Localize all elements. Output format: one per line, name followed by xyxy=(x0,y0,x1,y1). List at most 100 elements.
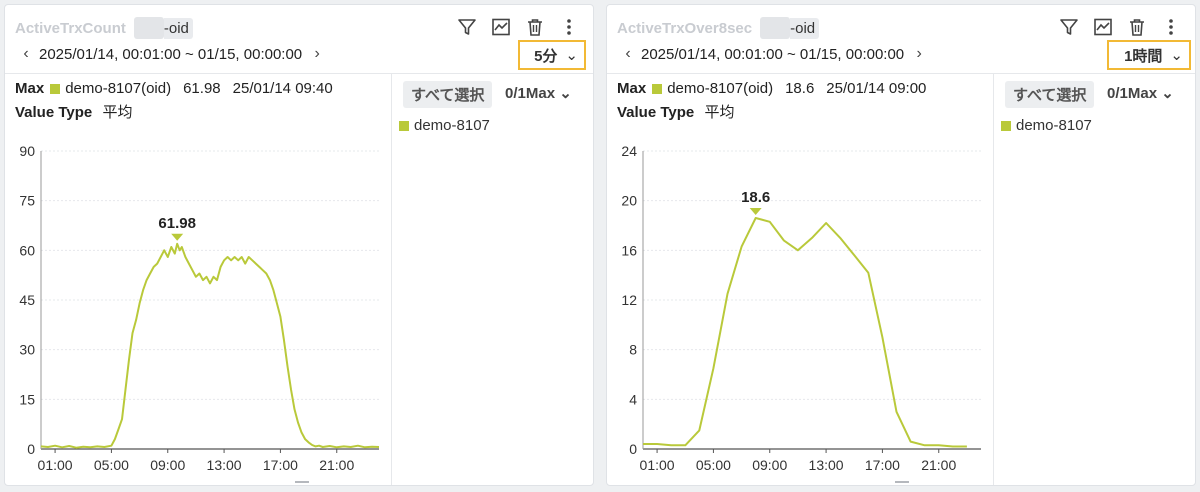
max-info-line: Max demo-8107(oid) 61.98 25/01/14 09:40 xyxy=(15,80,333,97)
select-all-button[interactable]: すべて選択 xyxy=(403,81,493,108)
y-tick-label: 60 xyxy=(19,242,35,258)
resize-handle[interactable] xyxy=(295,481,309,483)
more-menu-icon[interactable] xyxy=(1159,15,1183,39)
y-tick-label: 16 xyxy=(621,242,637,258)
value-type-label: Value Type xyxy=(617,104,695,121)
x-tick-label: 21:00 xyxy=(921,457,956,473)
x-tick-label: 13:00 xyxy=(809,457,844,473)
y-tick-label: 75 xyxy=(19,193,35,209)
line-chart-active-trx-count: 0 15 30 45 60 75 90 01:00 05:00 09:00 13:00 17:00 21… xyxy=(19,143,380,473)
peak-marker xyxy=(749,208,762,216)
legend-divider xyxy=(391,73,392,485)
header-divider xyxy=(5,73,593,74)
x-tick-label: 01:00 xyxy=(38,457,73,473)
y-tick-label: 0 xyxy=(629,441,637,457)
chevron-down-icon: ⌄ xyxy=(559,85,572,102)
interval-value: 1時間 xyxy=(1124,47,1163,65)
resize-handle[interactable] xyxy=(895,481,909,483)
next-range-icon[interactable]: › xyxy=(314,45,320,62)
widget-title-text: ActiveTrxOver8sec xyxy=(617,19,753,37)
x-tick-label: 09:00 xyxy=(150,457,185,473)
peak-label: 61.98 xyxy=(158,215,196,232)
x-tick-label: 09:00 xyxy=(752,457,787,473)
x-tick-label: 17:00 xyxy=(263,457,298,473)
time-range-bar: ‹ 2025/01/14, 00:01:00 ~ 01/15, 00:00:00… xyxy=(621,43,926,65)
widget-panel-active-trx-over-8sec: ActiveTrxOver8sec -oid ‹ 2025/01/14, 00:… xyxy=(606,4,1196,486)
interval-value: 5分 xyxy=(534,47,558,65)
filter-icon[interactable] xyxy=(1057,15,1081,39)
series-line-demo-8107[interactable] xyxy=(643,217,967,448)
interval-select[interactable]: 5分 ⌄ xyxy=(518,40,586,70)
widget-toolbar xyxy=(455,15,581,39)
legend-item-demo-8107[interactable]: demo-8107 xyxy=(399,117,490,134)
chevron-down-icon: ⌄ xyxy=(1170,47,1183,64)
widget-title: ActiveTrxOver8sec -oid xyxy=(617,15,820,41)
legend-color-swatch xyxy=(399,120,409,131)
chevron-down-icon: ⌄ xyxy=(1161,85,1174,102)
series-line-demo-8107[interactable] xyxy=(40,242,380,449)
max-time: 25/01/14 09:00 xyxy=(826,80,927,97)
x-tick-label: 05:00 xyxy=(696,457,731,473)
value-type-line: Value Type 平均 xyxy=(15,101,132,122)
x-tick-label: 17:00 xyxy=(865,457,900,473)
max-series-name: demo-8107(oid) xyxy=(667,80,774,97)
chart-view-icon[interactable] xyxy=(1091,15,1115,39)
y-tick-label: 0 xyxy=(27,441,35,457)
max-info-line: Max demo-8107(oid) 18.6 25/01/14 09:00 xyxy=(617,80,926,97)
series-color-swatch xyxy=(50,83,61,94)
time-range-text[interactable]: 2025/01/14, 00:01:00 ~ 01/15, 00:00:00 xyxy=(39,45,303,63)
value-type-label: Value Type xyxy=(15,104,93,121)
y-tick-label: 45 xyxy=(19,292,35,308)
y-tick-label: 90 xyxy=(19,143,35,159)
interval-select[interactable]: 1時間 ⌄ xyxy=(1107,40,1191,70)
y-tick-label: 24 xyxy=(621,143,637,159)
widget-title-text: ActiveTrxCount xyxy=(15,19,126,37)
widget-title-suffix: -oid xyxy=(790,17,820,39)
y-tick-label: 20 xyxy=(621,193,637,209)
legend-color-swatch xyxy=(1001,120,1011,131)
widget-panel-active-trx-count: ActiveTrxCount -oid ‹ 2025/01/14, 00:01:… xyxy=(4,4,594,486)
filter-icon[interactable] xyxy=(455,15,479,39)
title-redacted-block xyxy=(760,17,791,39)
chevron-down-icon: ⌄ xyxy=(565,47,578,64)
max-label: Max xyxy=(617,80,647,97)
series-color-swatch xyxy=(652,83,663,94)
value-type-value: 平均 xyxy=(102,104,133,121)
x-tick-label: 01:00 xyxy=(640,457,675,473)
time-range-bar: ‹ 2025/01/14, 00:01:00 ~ 01/15, 00:00:00… xyxy=(19,43,324,65)
more-menu-icon[interactable] xyxy=(557,15,581,39)
widget-title-suffix: -oid xyxy=(163,17,193,39)
x-tick-label: 13:00 xyxy=(207,457,242,473)
legend-item-label: demo-8107 xyxy=(1016,117,1092,134)
y-tick-label: 4 xyxy=(629,391,637,407)
max-value: 18.6 xyxy=(785,80,815,97)
max-time: 25/01/14 09:40 xyxy=(232,80,333,97)
x-tick-label: 05:00 xyxy=(94,457,129,473)
max-selector-label: 0/1Max xyxy=(1107,85,1158,102)
max-selector-label: 0/1Max xyxy=(505,85,556,102)
next-range-icon[interactable]: › xyxy=(916,45,922,62)
y-tick-label: 30 xyxy=(19,342,35,358)
time-range-text[interactable]: 2025/01/14, 00:01:00 ~ 01/15, 00:00:00 xyxy=(641,45,905,63)
x-tick-label: 21:00 xyxy=(319,457,354,473)
legend-item-label: demo-8107 xyxy=(414,117,490,134)
y-tick-label: 12 xyxy=(621,292,637,308)
prev-range-icon[interactable]: ‹ xyxy=(23,45,29,62)
legend-item-demo-8107[interactable]: demo-8107 xyxy=(1001,117,1092,134)
max-label: Max xyxy=(15,80,45,97)
select-all-button[interactable]: すべて選択 xyxy=(1005,81,1095,108)
value-type-line: Value Type 平均 xyxy=(617,101,734,122)
value-type-value: 平均 xyxy=(704,104,735,121)
y-tick-label: 8 xyxy=(629,342,637,358)
max-value: 61.98 xyxy=(183,80,221,97)
max-selector-dropdown[interactable]: 0/1Max ⌄ xyxy=(1107,84,1174,102)
peak-marker xyxy=(171,233,184,241)
prev-range-icon[interactable]: ‹ xyxy=(625,45,631,62)
chart-view-icon[interactable] xyxy=(489,15,513,39)
header-divider xyxy=(607,73,1195,74)
trash-icon[interactable] xyxy=(523,15,547,39)
max-selector-dropdown[interactable]: 0/1Max ⌄ xyxy=(505,84,572,102)
trash-icon[interactable] xyxy=(1125,15,1149,39)
title-redacted-block xyxy=(133,17,164,39)
peak-label: 18.6 xyxy=(741,189,770,206)
